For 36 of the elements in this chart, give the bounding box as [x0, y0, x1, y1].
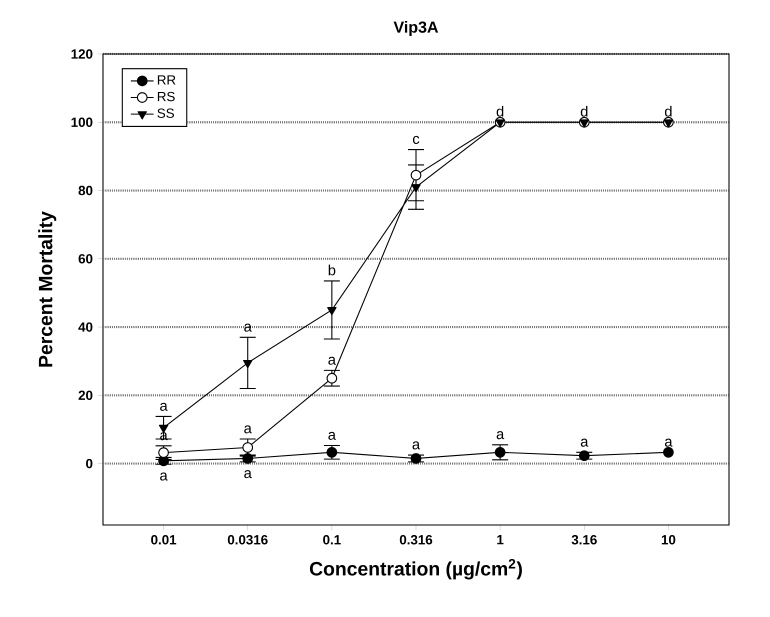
x-tick-label: 10 — [662, 535, 676, 544]
y-tick-label: 60 — [78, 254, 92, 264]
x-axis-title: Concentration (µg/cm$^{2}$) — [310, 558, 522, 580]
legend-label: RR — [158, 75, 176, 84]
x-tick-label: 0.0316 — [228, 535, 268, 544]
annotation: b — [328, 264, 336, 276]
annotation: a — [328, 432, 336, 440]
y-tick-label: 100 — [72, 118, 92, 127]
y-tick-label: 0 — [86, 458, 92, 468]
annotation: d — [496, 106, 504, 117]
annotation: a — [496, 431, 504, 440]
legend-label: RS — [158, 92, 175, 102]
chart-title: Vip3A — [394, 21, 438, 36]
y-tick-label: 40 — [78, 322, 92, 332]
x-tick-label: 1 — [497, 535, 504, 544]
annotation: a — [328, 356, 336, 365]
annotation: a — [160, 402, 168, 411]
annotation: c — [412, 136, 420, 144]
y-axis-title: Percent Mortality — [38, 211, 56, 367]
annotation: a — [244, 470, 252, 478]
y-tick-label: 80 — [78, 186, 92, 196]
annotation: a — [664, 438, 672, 447]
x-tick-label: 0.01 — [151, 535, 176, 544]
annotation: a — [412, 441, 420, 450]
annotation: a — [160, 472, 168, 481]
y-tick-label: 20 — [78, 390, 92, 400]
x-tick-label: 0.1 — [323, 535, 341, 544]
annotation: d — [580, 106, 588, 117]
y-tick-label: 120 — [72, 49, 92, 59]
annotation: a — [244, 324, 252, 332]
annotation: d — [664, 106, 672, 117]
annotation: a — [244, 425, 252, 434]
legend-label: SS — [157, 108, 174, 118]
annotation: a — [580, 438, 588, 447]
x-tick-label: 3.16 — [572, 535, 597, 544]
x-tick-label: 0.316 — [400, 535, 432, 544]
